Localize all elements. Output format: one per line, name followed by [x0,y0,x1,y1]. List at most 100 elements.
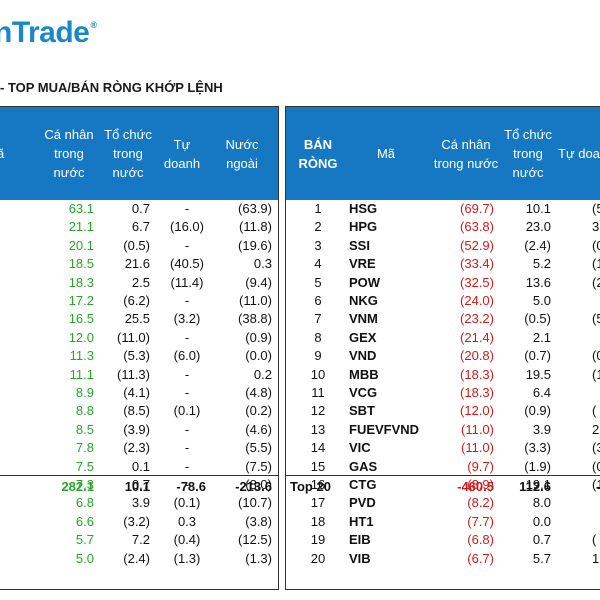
cell-foreign: (11.0) [239,293,272,308]
cell-institution: 0.0 [532,513,551,529]
cell-proprietary: (40.5) [170,256,204,272]
cell-proprietary: (1 [592,366,600,382]
cell-institution: (2.3) [123,440,150,456]
cell-proprietary: 3 [592,219,600,235]
cell-individual: 5.7 [75,532,94,548]
cell-individual: (69.7) [460,201,494,216]
header-institution-domestic: Tổ chức trong nước [504,127,552,180]
cell-individual: 7.3 [75,477,94,492]
cell-ticker: SSI [349,237,370,253]
cell-individual: 18.5 [68,256,94,272]
cell-ticker: FUEVFVND [349,421,420,437]
table-row: 11 VCG (18.3) 6.4 [286,384,600,402]
cell-institution: 6.4 [532,385,551,400]
cell-individual: (21.4) [460,329,494,345]
cell-individual: (23.2) [460,311,494,327]
header-proprietary: Tự doa [558,146,600,161]
table-row: 17.2 (6.2) - (11.0) [0,292,278,310]
cell-proprietary: (0.1) [173,403,201,419]
table-row: 10 MBB (18.3) 19.5 (1 [286,366,600,384]
cell-proprietary: 26 [592,421,600,437]
cell-rank: 20 [310,550,326,566]
brand-logo: nTrade® [0,16,97,49]
cell-institution: (3.2) [123,513,150,529]
cell-foreign: (0.0) [245,348,272,364]
table-row: 8 GEX (21.4) 2.1 [286,329,600,347]
cell-proprietary: - [184,329,190,345]
cell-foreign: 0.2 [253,366,272,382]
cell-rank: 10 [310,366,326,382]
cell-proprietary: (1 [592,477,600,492]
cell-individual: (6.7) [467,550,494,566]
cell-foreign: (38.8) [238,311,272,327]
table-row: 15 GAS (9.7) (1.9) (0 [286,458,600,476]
cell-rank: 12 [310,403,326,419]
cell-proprietary: (0.1) [173,495,201,511]
table-row: 17 PVD (8.2) 8.0 [286,494,600,512]
cell-individual: 7.5 [75,458,94,474]
table-row: 8.8 (8.5) (0.1) (0.2) [0,402,278,420]
cell-institution: 5.2 [532,256,551,272]
table-row: 4 VRE (33.4) 5.2 (1 [286,255,600,273]
cell-individual: 7.8 [75,440,94,456]
cell-rank: 7 [314,311,322,327]
header-individual-domestic: Cá nhân trong nước [433,136,499,171]
cell-ticker: HT1 [349,513,374,529]
cell-institution: (3.3) [524,440,551,456]
cell-proprietary: - [184,385,190,400]
cell-individual: 12.0 [68,329,94,345]
cell-individual: (63.8) [460,219,494,235]
cell-proprietary: - [184,421,190,437]
cell-ticker: VRE [349,256,376,272]
table-row: 11.1 (11.3) - 0.2 [0,366,278,384]
table-row: 18 HT1 (7.7) 0.0 [286,513,600,531]
cell-foreign: (11.8) [239,219,272,235]
total-institution: 10.1 [124,479,150,494]
cell-proprietary: (5 [592,311,600,327]
cell-individual: (8.2) [467,495,494,511]
cell-individual: 20.1 [68,237,94,253]
table-row: 6 NKG (24.0) 5.0 [286,292,600,310]
cell-ticker: MBB [349,366,379,382]
cell-individual: 63.1 [68,201,94,216]
header-proprietary: Tự doanh [163,136,201,171]
cell-institution: 5.0 [532,293,551,308]
cell-individual: 18.3 [68,274,94,290]
total-foreign: -213.6 [235,479,272,494]
cell-foreign: (3.8) [245,513,272,529]
total-individual: -460.5 [457,479,494,494]
net-buy-table: ã Cá nhân trong nước Tổ chức trong nước … [0,106,279,590]
table-row: 1 HSG (69.7) 10.1 (5 [286,200,600,218]
table-row: 2 HPG (63.8) 23.0 3 [286,218,600,236]
table-row: 12 SBT (12.0) (0.9) ( [286,402,600,420]
cell-rank: 3 [314,237,322,253]
table-row: 9 VND (20.8) (0.7) (0 [286,347,600,365]
cell-individual: 8.8 [75,403,94,419]
cell-institution: 5.7 [532,550,551,566]
table-row: 63.1 0.7 - (63.9) [0,200,278,218]
cell-institution: 10.1 [525,201,551,216]
header-ma: ã [0,107,7,200]
table-row: 18.3 2.5 (11.4) (9.4) [0,274,278,292]
cell-proprietary: 1 [592,550,600,566]
total-label: Top 20 [290,479,331,494]
table-row: 7.5 0.1 - (7.5) [0,458,278,476]
cell-proprietary: - [184,293,190,308]
cell-proprietary: (5 [592,201,600,216]
cell-institution: 6.7 [131,219,150,235]
cell-foreign: (19.6) [238,237,272,253]
cell-proprietary: ( [592,403,597,419]
cell-ticker: GEX [349,329,377,345]
cell-proprietary: (6.0) [173,348,201,364]
total-individual: 282.1 [61,479,94,494]
cell-foreign: (5.5) [245,440,272,456]
cell-individual: (7.7) [467,513,494,529]
total-proprietary: - [596,479,600,494]
cell-institution: (4.1) [123,385,150,400]
header-institution-domestic: Tổ chức trong nước [104,127,152,180]
net-sell-total-row: Top 20 -460.5 112.6 - [286,475,600,498]
cell-proprietary: (0.4) [173,532,201,548]
cell-institution: (5.3) [123,348,150,364]
cell-rank: 19 [310,532,326,548]
cell-rank: 8 [314,329,322,345]
